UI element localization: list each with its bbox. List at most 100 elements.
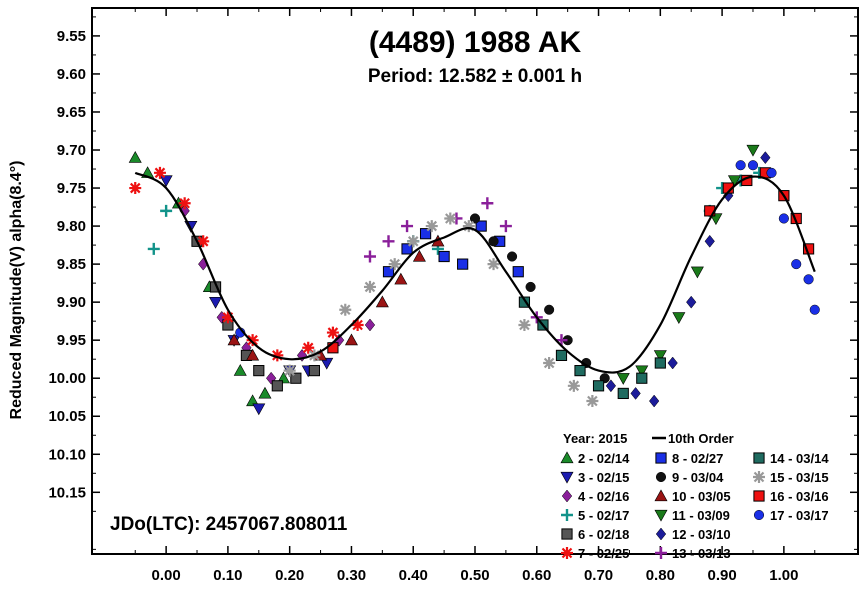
data-point <box>704 234 715 248</box>
legend-marker <box>654 489 668 502</box>
legend-marker <box>561 489 573 503</box>
data-point <box>178 197 191 210</box>
data-point <box>791 259 802 270</box>
y-tick-label: 10.10 <box>48 446 86 463</box>
legend-item-label: 16 - 03/16 <box>770 489 829 504</box>
legend-item-label: 8 - 02/27 <box>672 451 723 466</box>
legend-marker <box>561 547 573 559</box>
x-tick-label: 0.70 <box>584 567 613 584</box>
data-point <box>555 334 568 347</box>
legend-fit-label: 10th Order <box>668 431 734 446</box>
data-points <box>128 144 820 416</box>
chart-title: (4489) 1988 AK <box>369 26 582 59</box>
data-point <box>475 220 487 232</box>
x-tick-label: 0.60 <box>522 567 551 584</box>
legend-item-label: 4 - 02/16 <box>578 489 629 504</box>
data-point <box>407 235 420 248</box>
data-point <box>382 266 395 278</box>
data-point <box>735 160 746 171</box>
plot-frame <box>91 7 859 555</box>
data-point <box>616 373 630 385</box>
data-point <box>308 365 320 377</box>
y-tick-label: 9.70 <box>57 142 86 159</box>
data-point <box>481 197 494 210</box>
data-point <box>766 167 777 178</box>
data-point <box>339 303 352 316</box>
data-point <box>544 304 555 315</box>
data-point <box>271 380 283 392</box>
y-tick-label: 9.95 <box>57 332 86 349</box>
legend-item-label: 2 - 02/14 <box>578 451 630 466</box>
data-point <box>444 212 457 225</box>
y-tick-label: 9.65 <box>57 104 86 121</box>
data-point <box>649 394 660 408</box>
data-point <box>419 228 432 240</box>
legend-marker <box>655 547 667 559</box>
chart-subtitle: Period: 12.582 ± 0.001 h <box>368 66 582 87</box>
legend-item-label: 6 - 02/18 <box>578 527 629 542</box>
data-point <box>654 357 666 369</box>
data-point <box>290 372 302 384</box>
data-point <box>636 372 648 384</box>
data-point <box>258 386 272 399</box>
data-point <box>401 243 413 255</box>
legend-item-label: 7 - 02/25 <box>578 546 629 561</box>
data-point <box>283 364 296 377</box>
data-point <box>320 357 334 370</box>
data-point <box>686 295 697 309</box>
data-point <box>388 258 401 271</box>
data-point <box>221 311 234 324</box>
data-point <box>635 365 649 378</box>
data-point <box>543 356 556 369</box>
legend-item-label: 15 - 03/15 <box>770 470 829 485</box>
data-point <box>159 175 173 188</box>
data-point <box>271 349 284 362</box>
y-tick-label: 10.05 <box>48 408 86 425</box>
data-point <box>425 220 438 233</box>
legend-item-label: 3 - 02/15 <box>578 470 629 485</box>
data-point <box>326 326 339 339</box>
y-tick-label: 9.60 <box>57 66 86 83</box>
legend-marker <box>655 527 667 541</box>
legend: Year: 2015 10th Order 2 - 02/14 3 - 02/15… <box>560 431 829 561</box>
data-point <box>246 394 260 407</box>
data-point <box>209 297 223 309</box>
legend-marker <box>654 509 668 522</box>
legend-marker <box>561 528 573 540</box>
data-point <box>147 242 160 255</box>
data-point <box>574 365 586 377</box>
data-point <box>252 403 266 416</box>
data-point <box>630 387 641 400</box>
data-point <box>364 318 376 332</box>
data-point <box>507 251 518 262</box>
y-axis-title: Reduced Magnitude(V) alpha(8.4°) <box>8 161 25 420</box>
data-point <box>499 220 512 233</box>
data-point <box>803 274 814 285</box>
data-point <box>586 395 599 408</box>
data-point <box>438 250 450 263</box>
data-point <box>246 334 259 347</box>
y-tick-label: 10.15 <box>48 484 86 501</box>
data-point <box>128 151 142 163</box>
x-tick-label: 1.00 <box>769 567 798 584</box>
data-point <box>617 387 629 400</box>
data-point <box>197 235 210 248</box>
data-point <box>690 266 704 279</box>
data-point <box>227 333 241 346</box>
data-point <box>253 365 265 377</box>
data-point <box>518 296 531 308</box>
data-point <box>363 280 376 293</box>
legend-marker <box>753 509 765 521</box>
jdo-annotation: JDo(LTC): 2457067.808011 <box>110 514 348 535</box>
data-point <box>375 295 389 308</box>
y-axis: 9.55 9.60 9.65 9.70 9.75 9.80 9.85 9.90 9.95 10.0… <box>48 16 858 550</box>
y-tick-label: 9.80 <box>57 218 86 235</box>
legend-marker <box>560 471 574 484</box>
legend-marker <box>753 490 765 502</box>
data-point <box>412 249 426 262</box>
x-tick-label: 0.20 <box>275 567 304 584</box>
data-point <box>727 175 741 188</box>
data-point <box>518 318 531 331</box>
legend-item-label: 11 - 03/09 <box>672 508 730 523</box>
